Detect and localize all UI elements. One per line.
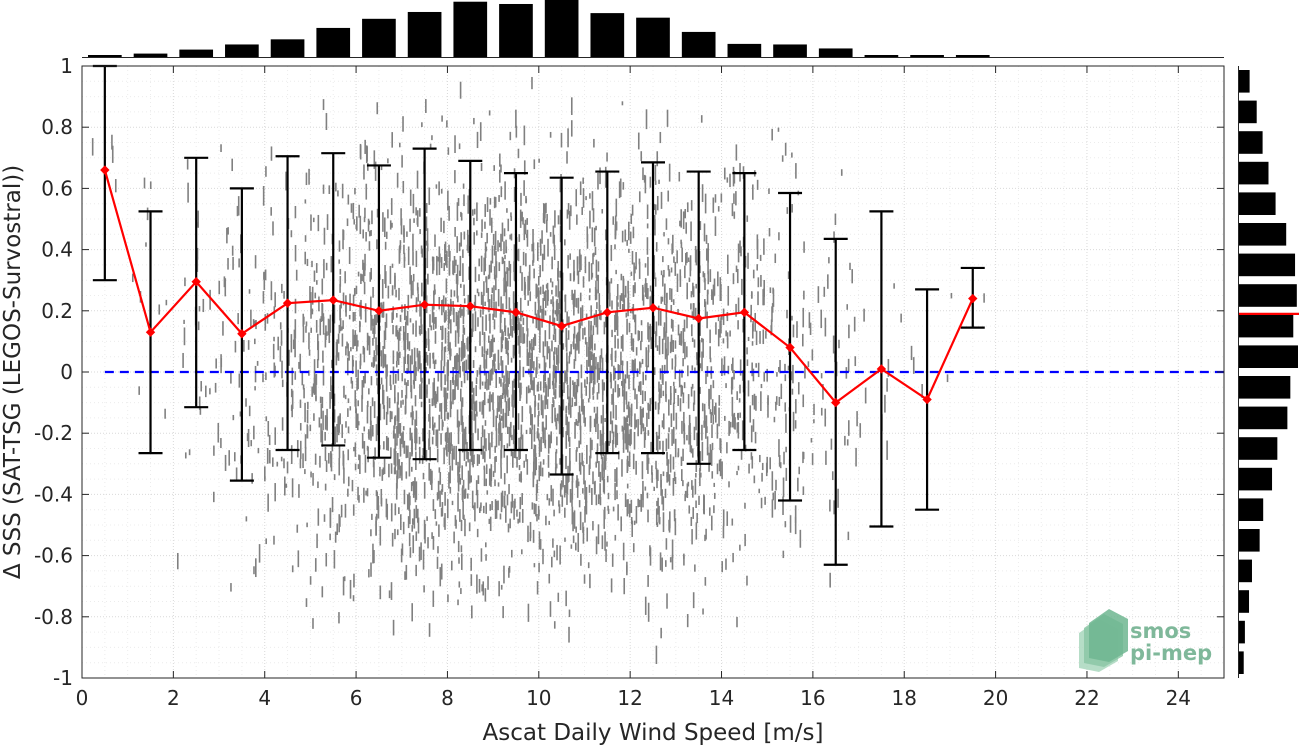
x-histogram-bar bbox=[362, 18, 396, 58]
x-histogram-bar bbox=[636, 17, 670, 58]
y-tick-label: 1 bbox=[60, 54, 73, 78]
logo-text-line2: pi-mep bbox=[1130, 641, 1212, 665]
y-histogram-bar bbox=[1239, 620, 1245, 644]
logo-mark-icon bbox=[1079, 609, 1128, 672]
x-histogram-bar bbox=[681, 31, 716, 57]
y-histogram-bar bbox=[1239, 376, 1291, 399]
mean-marker bbox=[237, 329, 247, 339]
mean-marker bbox=[374, 306, 384, 316]
x-axis-ticks: 0 2 4 6 8 10 12 14 16 18 20 22 24 bbox=[76, 66, 1191, 710]
y-histogram-bar bbox=[1239, 253, 1296, 277]
y-histogram-bar bbox=[1239, 100, 1257, 124]
mean-marker bbox=[876, 364, 887, 374]
mean-marker bbox=[693, 313, 704, 324]
x-histogram bbox=[82, 0, 1224, 58]
x-tick-label: 24 bbox=[1166, 686, 1191, 710]
mean-markers bbox=[100, 165, 978, 408]
x-histogram-bar bbox=[544, 0, 579, 57]
x-axis-title: Ascat Daily Wind Speed [m/s] bbox=[483, 720, 824, 746]
mean-marker bbox=[831, 397, 841, 408]
smos-pi-mep-logo: smos pi-mep bbox=[1079, 609, 1212, 672]
x-histogram-bar bbox=[864, 55, 899, 57]
x-tick-label: 12 bbox=[617, 686, 642, 710]
x-histogram-bar bbox=[270, 39, 305, 57]
x-histogram-bar bbox=[133, 53, 168, 57]
y-tick-label: 0.8 bbox=[41, 115, 73, 139]
y-tick-label: 0.6 bbox=[41, 176, 73, 200]
mean-marker bbox=[922, 394, 932, 405]
x-tick-label: 16 bbox=[800, 686, 825, 710]
y-histogram-bar bbox=[1239, 345, 1298, 368]
y-histogram-bar bbox=[1239, 467, 1273, 491]
x-histogram-bar bbox=[316, 27, 351, 57]
y-axis-title: Δ SSS (SAT-TSG (LEGOS-Survostral)) bbox=[0, 165, 26, 579]
y-histogram-bar bbox=[1239, 559, 1252, 583]
x-histogram-bar bbox=[818, 48, 853, 57]
mean-marker bbox=[145, 327, 156, 337]
x-histogram-bar bbox=[88, 55, 122, 57]
y-histogram-bar bbox=[1239, 590, 1250, 613]
logo-text-line1: smos bbox=[1130, 619, 1191, 643]
mean-marker bbox=[511, 307, 521, 318]
mean-marker bbox=[785, 342, 795, 353]
x-histogram-bar bbox=[453, 1, 488, 58]
mean-marker bbox=[282, 298, 293, 308]
x-tick-label: 14 bbox=[709, 686, 734, 710]
y-histogram bbox=[1238, 66, 1299, 678]
y-histogram-bar bbox=[1239, 406, 1288, 430]
y-tick-label: -0.4 bbox=[34, 482, 73, 506]
y-histogram-bar bbox=[1239, 131, 1263, 154]
mean-marker bbox=[465, 301, 475, 311]
y-histogram-bar bbox=[1239, 651, 1244, 674]
x-tick-label: 10 bbox=[526, 686, 551, 710]
x-tick-label: 6 bbox=[350, 686, 363, 710]
x-tick-label: 0 bbox=[76, 686, 89, 710]
x-histogram-bar bbox=[179, 49, 214, 57]
x-tick-label: 8 bbox=[441, 686, 454, 710]
y-histogram-bar bbox=[1239, 529, 1260, 552]
x-histogram-bar bbox=[910, 55, 944, 57]
y-tick-label: 0.4 bbox=[41, 238, 73, 262]
mean-line bbox=[103, 169, 974, 405]
x-histogram-bar bbox=[727, 43, 762, 57]
y-histogram-bar bbox=[1239, 437, 1278, 460]
mean-marker bbox=[419, 299, 430, 310]
x-histogram-bar bbox=[590, 13, 625, 57]
y-histogram-bar bbox=[1239, 223, 1287, 246]
y-histogram-bar bbox=[1239, 192, 1276, 215]
scatter-points bbox=[91, 76, 985, 664]
logo-layer bbox=[1089, 609, 1128, 662]
y-tick-label: -0.2 bbox=[34, 421, 73, 445]
y-histogram-bar bbox=[1239, 498, 1264, 521]
x-histogram-bar bbox=[773, 44, 807, 57]
mean-marker bbox=[100, 165, 110, 175]
mean-marker bbox=[602, 307, 613, 318]
mean-marker bbox=[328, 295, 338, 305]
y-tick-label: -0.8 bbox=[34, 605, 73, 629]
y-axis-ticks: -1 -0.8 -0.6 -0.4 -0.2 0 0.2 0.4 0.6 0.8 1 bbox=[34, 54, 1224, 690]
y-tick-label: -1 bbox=[53, 666, 73, 690]
x-tick-label: 18 bbox=[892, 686, 917, 710]
mean-marker bbox=[191, 277, 201, 287]
y-tick-label: 0.2 bbox=[41, 299, 73, 323]
x-tick-label: 20 bbox=[983, 686, 1008, 710]
mean-marker bbox=[968, 293, 978, 304]
x-tick-label: 4 bbox=[258, 686, 271, 710]
y-tick-label: -0.6 bbox=[34, 544, 73, 568]
y-histogram-bar bbox=[1239, 314, 1294, 338]
mean-marker bbox=[556, 321, 567, 331]
y-histogram-bar bbox=[1239, 284, 1297, 307]
x-histogram-bar bbox=[955, 55, 990, 57]
y-histogram-bar bbox=[1239, 70, 1250, 93]
mean-marker bbox=[739, 307, 750, 318]
x-histogram-bar bbox=[407, 11, 442, 57]
x-histogram-bar bbox=[499, 3, 533, 57]
y-tick-label: 0 bbox=[60, 360, 73, 384]
y-histogram-bar bbox=[1239, 161, 1269, 185]
mean-marker bbox=[648, 303, 658, 313]
x-tick-label: 2 bbox=[167, 686, 180, 710]
x-tick-label: 22 bbox=[1074, 686, 1099, 710]
x-histogram-bar bbox=[225, 44, 259, 57]
